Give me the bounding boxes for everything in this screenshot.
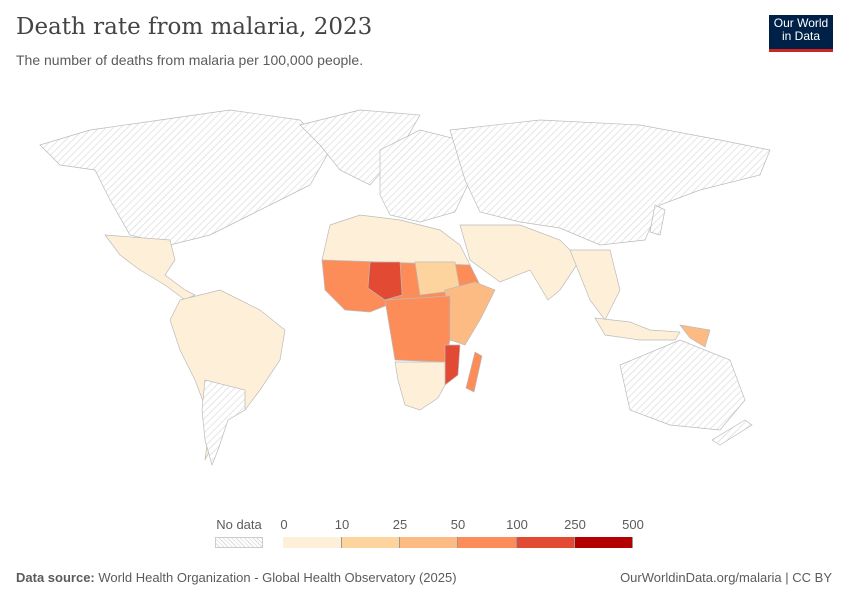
region-argentina[interactable]	[201, 379, 246, 467]
region-australia[interactable]	[619, 339, 746, 431]
region-mexico-central-america[interactable]	[104, 234, 196, 301]
legend-bin-10-25[interactable]	[342, 537, 400, 548]
legend-tick: 0	[280, 517, 288, 532]
region-europe[interactable]	[379, 129, 471, 223]
region-north-africa[interactable]	[321, 214, 471, 266]
region-east-africa[interactable]	[444, 281, 496, 346]
data-source: Data source: World Health Organization -…	[16, 570, 457, 585]
legend-tick: 10	[334, 517, 350, 532]
region-southeast-asia[interactable]	[569, 249, 621, 321]
region-mozambique[interactable]	[444, 344, 461, 386]
legend-tick: 100	[506, 517, 528, 532]
owid-logo[interactable]: Our World in Data	[769, 15, 833, 52]
legend: No data 0 10 25 50 100 250 500	[0, 510, 850, 555]
region-middle-east-south-asia[interactable]	[459, 224, 581, 301]
world-map[interactable]	[0, 80, 850, 500]
chart-title: Death rate from malaria, 2023	[16, 14, 373, 40]
legend-bin-25-50[interactable]	[400, 537, 458, 548]
legend-bin-0-10[interactable]	[283, 537, 342, 548]
region-south-america[interactable]	[169, 289, 286, 461]
source-label: Data source:	[16, 570, 95, 585]
region-new-zealand[interactable]	[711, 419, 753, 446]
legend-tick: 50	[450, 517, 466, 532]
region-madagascar[interactable]	[465, 351, 483, 393]
legend-no-data-label: No data	[216, 517, 262, 532]
legend-no-data-swatch	[215, 537, 263, 548]
region-indonesia[interactable]	[594, 317, 681, 341]
legend-bin-100-250[interactable]	[517, 537, 575, 548]
legend-tick: 250	[564, 517, 586, 532]
region-central-africa[interactable]	[384, 295, 451, 363]
region-japan[interactable]	[649, 204, 666, 236]
region-north-america[interactable]	[39, 109, 331, 246]
chart-subtitle: The number of deaths from malaria per 10…	[16, 52, 364, 68]
region-niger-nigeria[interactable]	[367, 261, 403, 301]
footer-link[interactable]: OurWorldinData.org/malaria | CC BY	[620, 570, 832, 585]
legend-bin-250-500[interactable]	[575, 537, 633, 548]
legend-tick: 500	[622, 517, 644, 532]
region-papua-new-guinea[interactable]	[679, 324, 711, 348]
region-russia-east-asia[interactable]	[449, 119, 771, 246]
legend-bin-50-100[interactable]	[458, 537, 517, 548]
source-text: World Health Organization - Global Healt…	[98, 570, 457, 585]
legend-tick: 25	[392, 517, 408, 532]
region-southern-africa[interactable]	[394, 361, 446, 411]
